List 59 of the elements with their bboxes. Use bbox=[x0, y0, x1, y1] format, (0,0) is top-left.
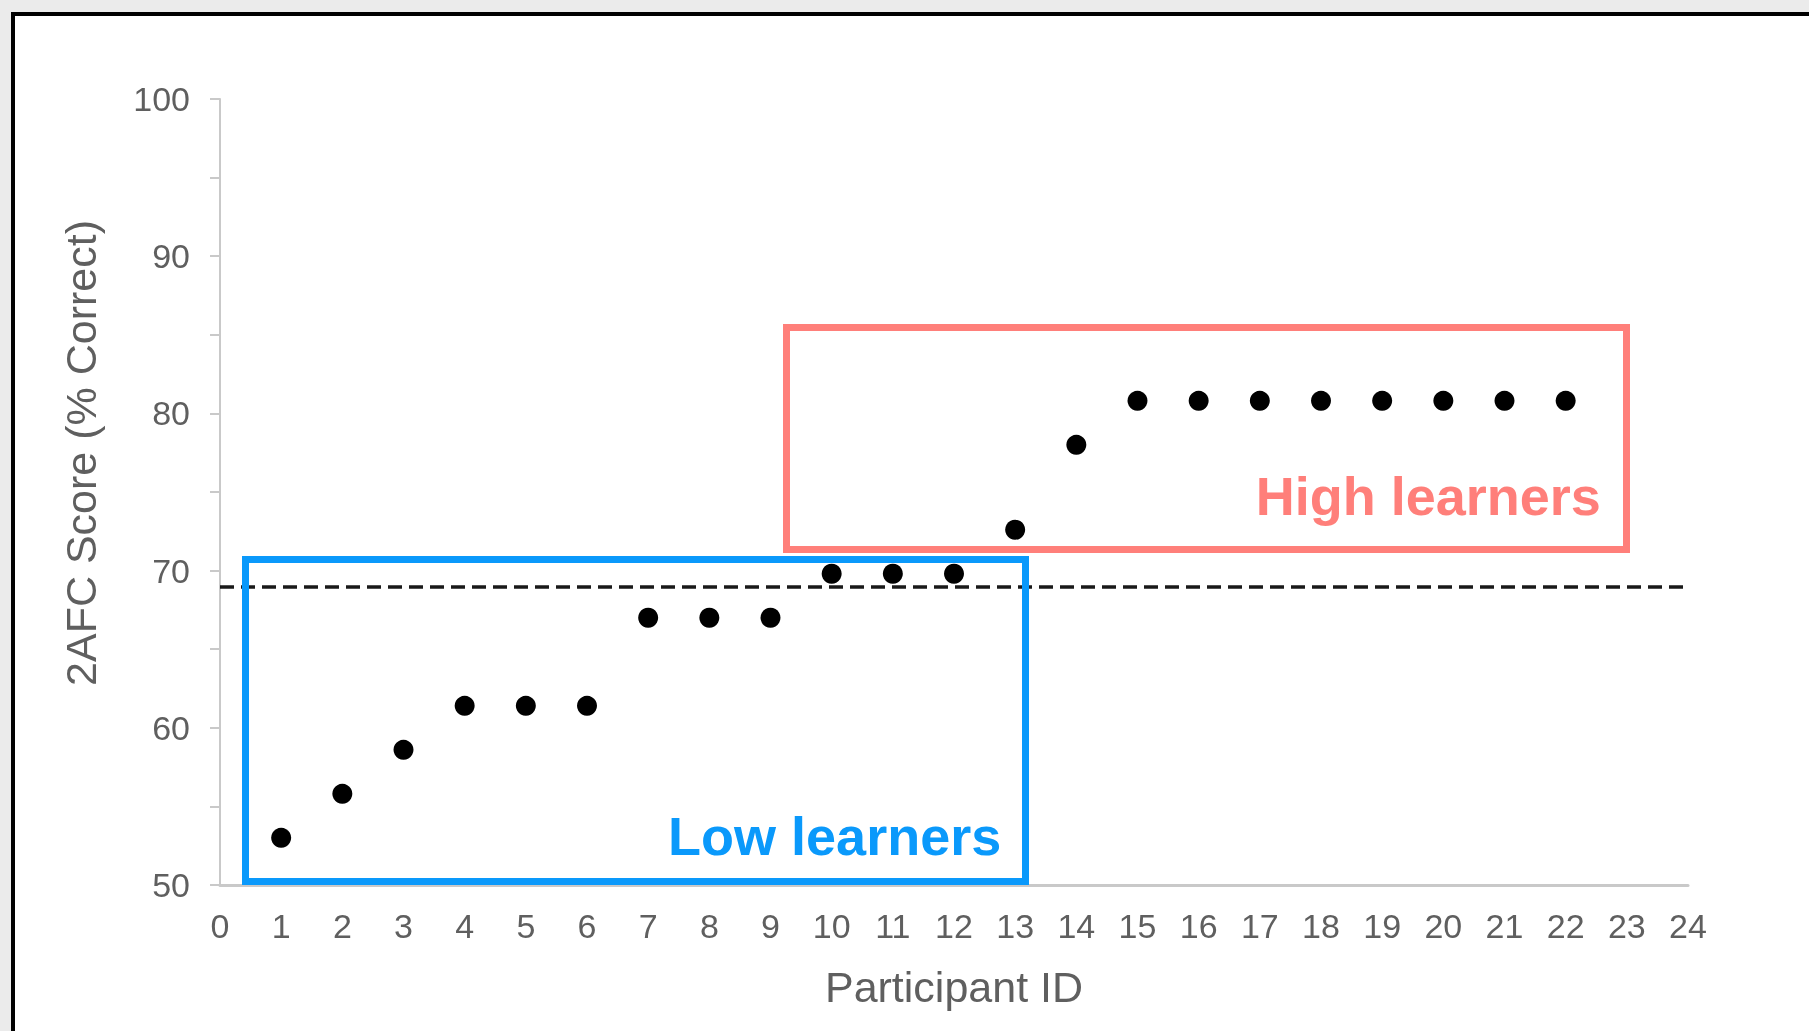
y-axis-title: 2AFC Score (% Correct) bbox=[56, 220, 105, 686]
x-tick-label: 24 bbox=[1669, 907, 1707, 945]
x-tick-label: 12 bbox=[935, 907, 973, 945]
point bbox=[332, 783, 353, 804]
point bbox=[821, 563, 842, 584]
point bbox=[882, 563, 903, 584]
point bbox=[760, 607, 781, 628]
x-tick-label: 4 bbox=[455, 907, 475, 945]
point bbox=[577, 695, 597, 716]
point bbox=[1066, 434, 1087, 455]
point bbox=[1127, 390, 1148, 411]
x-tick-label: 1 bbox=[271, 907, 291, 945]
x-tick-label: 19 bbox=[1363, 907, 1402, 945]
x-tick-label: 23 bbox=[1607, 907, 1646, 945]
x-tick-label: 9 bbox=[761, 907, 780, 945]
x-tick-label: 8 bbox=[699, 907, 719, 945]
y-tick-label: 70 bbox=[152, 551, 190, 590]
x-tick-label: 7 bbox=[638, 907, 658, 945]
point bbox=[1372, 390, 1393, 411]
x-tick-label: 14 bbox=[1057, 907, 1096, 945]
x-tick-label: 18 bbox=[1302, 907, 1340, 945]
point bbox=[1311, 390, 1331, 411]
point bbox=[699, 607, 720, 628]
point bbox=[515, 695, 536, 716]
y-tick-label: 60 bbox=[152, 708, 190, 747]
point bbox=[271, 827, 292, 848]
x-tick-label: 6 bbox=[577, 907, 597, 945]
x-tick-label: 17 bbox=[1240, 907, 1279, 945]
x-tick-label: 21 bbox=[1485, 907, 1524, 945]
x-tick-label: 11 bbox=[875, 907, 911, 945]
point bbox=[1249, 390, 1270, 411]
point bbox=[1555, 390, 1576, 411]
rectangle-outline: High learners bbox=[782, 323, 1630, 554]
point bbox=[393, 739, 414, 760]
annotation: High learners bbox=[1255, 466, 1601, 527]
y-tick-label: 50 bbox=[152, 866, 190, 904]
point bbox=[1433, 390, 1454, 411]
point bbox=[454, 695, 475, 716]
x-tick-label: 5 bbox=[516, 907, 536, 945]
point bbox=[638, 607, 659, 628]
point bbox=[1494, 390, 1515, 411]
point bbox=[944, 563, 964, 584]
x-axis-title: Participant ID bbox=[824, 962, 1084, 1011]
x-tick-label: 10 bbox=[812, 907, 851, 945]
point bbox=[1005, 519, 1026, 540]
x-tick-label: 22 bbox=[1546, 907, 1585, 945]
x-tick-label: 3 bbox=[394, 907, 413, 945]
annotation: Low learners bbox=[668, 805, 1002, 866]
x-tick-label: 2 bbox=[332, 907, 352, 945]
x-tick-label: 16 bbox=[1179, 907, 1218, 945]
point bbox=[1188, 390, 1209, 411]
x-tick-label: 15 bbox=[1118, 907, 1157, 945]
x-tick-label: 13 bbox=[996, 907, 1035, 945]
y-tick-label: 100 bbox=[133, 80, 190, 118]
y-tick-label: 80 bbox=[152, 394, 190, 433]
x-tick-label: 0 bbox=[210, 907, 230, 945]
x-tick-label: 20 bbox=[1424, 907, 1463, 945]
rectangle-outline: Low learners bbox=[242, 556, 1030, 885]
y-tick-label: 90 bbox=[152, 237, 190, 276]
